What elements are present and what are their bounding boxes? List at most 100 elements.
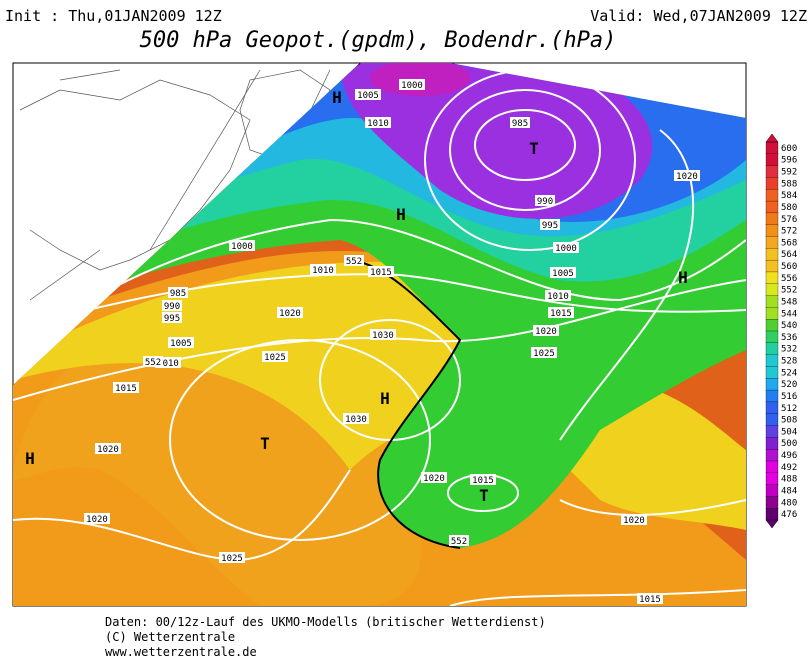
isobar-label-bg (637, 593, 663, 604)
isobar-label: 1030 (345, 415, 367, 425)
colorbar-label: 508 (781, 416, 797, 426)
isobar-label-bg (545, 290, 571, 301)
isobar-label-bg (262, 351, 288, 362)
colorbar-cell (765, 236, 779, 249)
isobar-label-bg (621, 514, 647, 525)
isobar-label-bg (162, 300, 182, 311)
isobar-label: 1020 (97, 445, 119, 455)
colorbar-cell (765, 389, 779, 403)
pressure-center: H (396, 205, 406, 224)
colorbar-label: 516 (781, 392, 797, 402)
colorbar-cell (765, 200, 779, 214)
colorbar-cell (765, 508, 779, 521)
colorbar-label: 536 (781, 333, 797, 343)
isobar-label-bg (368, 266, 394, 277)
colorbar-cell (765, 271, 779, 285)
isobar-label-bg (95, 443, 121, 454)
isobar-label: 1015 (472, 476, 494, 486)
isobar-label: 1005 (170, 339, 192, 349)
colorbar-label: 600 (781, 144, 797, 154)
isobar-label-bg (277, 307, 303, 318)
isobar-label: 1005 (357, 91, 379, 101)
isobar-label-bg (229, 240, 255, 251)
colorbar-label: 560 (781, 262, 797, 272)
pressure-center: H (332, 88, 342, 107)
isobar-label-bg (510, 117, 530, 128)
colorbar-label: 496 (781, 451, 797, 461)
colorbar-cell (765, 401, 779, 415)
isobar-label: 1025 (221, 554, 243, 564)
isobar-label-bg (370, 329, 396, 340)
colorbar-cell (765, 259, 779, 273)
isobar-label-bg (540, 219, 560, 230)
colorbar-label: 556 (781, 274, 797, 284)
colorbar-label: 552 (781, 286, 797, 296)
colorbar-label: 484 (781, 486, 797, 496)
isobar-label-bg (535, 195, 555, 206)
map-title: 500 hPa Geopot.(gpdm), Bodendr.(hPa) (140, 28, 617, 53)
isobar-label-bg (168, 287, 188, 298)
isobar-label-bg (470, 474, 496, 485)
isobar-label: 1000 (231, 242, 253, 252)
isobar-label-bg (399, 79, 425, 90)
colorbar-label: 500 (781, 439, 797, 449)
isobar-label: 1015 (370, 268, 392, 278)
colorbar-label: 588 (781, 179, 797, 189)
colorbar-cell (765, 342, 779, 356)
isobar-label-bg (550, 267, 576, 278)
colorbar-cell (765, 366, 779, 379)
isobar-label-bg (553, 242, 579, 253)
isobar-label-bg (674, 170, 700, 181)
colorbar-cell (765, 141, 779, 155)
isobar-label-bg (449, 535, 469, 546)
pressure-center: T (260, 434, 270, 453)
colorbar-label: 548 (781, 297, 797, 307)
isobar-label-bg (155, 357, 181, 368)
isobar-label-bg (344, 255, 364, 266)
colorbar-cell (765, 330, 779, 344)
colorbar-cell (765, 484, 779, 498)
colorbar-cell (765, 496, 779, 509)
colorbar-cell (765, 153, 779, 167)
isobar-label: 1020 (676, 172, 698, 182)
colorbar-label: 584 (781, 191, 797, 201)
colorbar-label: 596 (781, 156, 797, 166)
colorbar-cell (765, 189, 779, 202)
isobar-label: 985 (512, 119, 528, 129)
isobar-label: 1015 (115, 384, 137, 394)
isobar-label: 1005 (552, 269, 574, 279)
colorbar-cell (765, 295, 779, 309)
colorbar-label: 504 (781, 427, 797, 437)
isobar-label: 1010 (157, 359, 179, 369)
init-time: Init : Thu,01JAN2009 12Z (5, 7, 222, 25)
isobar-label-bg (343, 413, 369, 424)
isobar-label-bg (531, 347, 557, 358)
colorbar-cell (765, 378, 779, 391)
colorbar-cell (765, 354, 779, 368)
isobar-label: 1030 (372, 331, 394, 341)
colorbar-cell (765, 437, 779, 450)
isobar-label-bg (548, 307, 574, 318)
isobar-label: 1000 (555, 244, 577, 254)
colorbar-cap (765, 133, 779, 143)
isobar-label-bg (355, 89, 381, 100)
colorbar-cell (765, 319, 779, 332)
colorbar-label: 524 (781, 368, 797, 378)
valid-time: Valid: Wed,07JAN2009 12Z (590, 7, 807, 25)
colorbar-label: 564 (781, 250, 797, 260)
colorbar-label: 488 (781, 475, 797, 485)
isobar-label: 552 (346, 257, 362, 267)
colorbar-label: 592 (781, 168, 797, 178)
isobar-label: 1025 (264, 353, 286, 363)
colorbar-cell (765, 307, 779, 320)
isobar-label: 1010 (547, 292, 569, 302)
isobar-label: 1020 (279, 309, 301, 319)
colorbar-label: 492 (781, 463, 797, 473)
pressure-center: T (529, 139, 539, 158)
isobar-label-bg (113, 382, 139, 393)
isobar-label-bg (310, 264, 336, 275)
colorbar-cell (765, 283, 779, 297)
footer-line: www.wetterzentrale.de (105, 645, 257, 659)
colorbar-cell (765, 448, 779, 462)
